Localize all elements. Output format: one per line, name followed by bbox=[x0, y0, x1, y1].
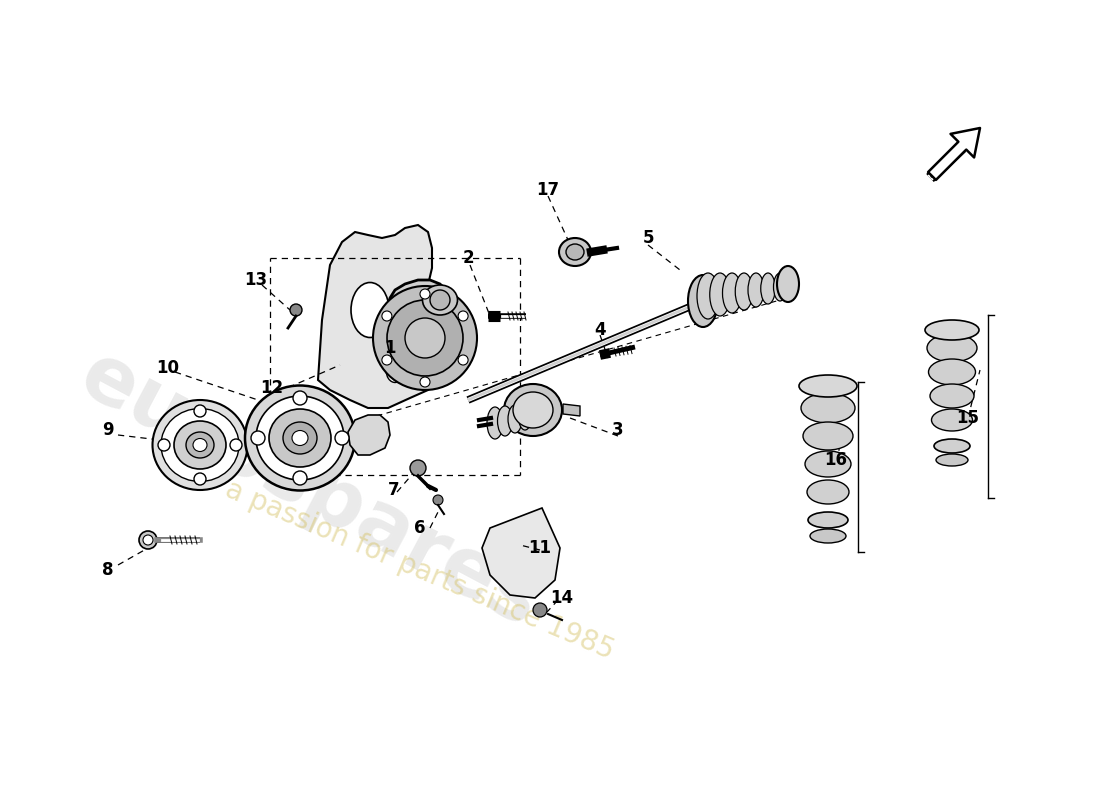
Ellipse shape bbox=[270, 409, 331, 467]
Text: 11: 11 bbox=[528, 539, 551, 557]
Ellipse shape bbox=[351, 282, 389, 338]
Ellipse shape bbox=[161, 409, 239, 482]
Ellipse shape bbox=[256, 396, 344, 480]
Circle shape bbox=[143, 535, 153, 545]
Circle shape bbox=[139, 531, 157, 549]
Polygon shape bbox=[482, 508, 560, 598]
Text: 7: 7 bbox=[388, 481, 399, 499]
Ellipse shape bbox=[566, 244, 584, 260]
Polygon shape bbox=[385, 280, 460, 388]
Circle shape bbox=[420, 377, 430, 387]
Circle shape bbox=[534, 603, 547, 617]
Ellipse shape bbox=[803, 422, 852, 450]
Ellipse shape bbox=[497, 406, 513, 436]
Ellipse shape bbox=[186, 432, 214, 458]
Circle shape bbox=[382, 355, 392, 365]
Circle shape bbox=[405, 318, 446, 358]
Text: 9: 9 bbox=[102, 421, 113, 439]
Circle shape bbox=[458, 311, 469, 321]
Ellipse shape bbox=[245, 386, 355, 490]
Text: 8: 8 bbox=[102, 561, 113, 579]
Ellipse shape bbox=[192, 438, 207, 451]
Ellipse shape bbox=[777, 266, 799, 302]
Circle shape bbox=[293, 391, 307, 405]
Text: 3: 3 bbox=[613, 421, 624, 439]
Circle shape bbox=[433, 495, 443, 505]
Ellipse shape bbox=[735, 273, 752, 310]
Text: 16: 16 bbox=[825, 451, 847, 469]
Circle shape bbox=[420, 289, 430, 299]
Ellipse shape bbox=[559, 238, 591, 266]
Ellipse shape bbox=[710, 273, 730, 316]
Ellipse shape bbox=[688, 275, 718, 327]
Circle shape bbox=[387, 300, 463, 376]
Ellipse shape bbox=[487, 407, 503, 439]
Text: 5: 5 bbox=[642, 229, 653, 247]
Text: 13: 13 bbox=[244, 271, 267, 289]
Ellipse shape bbox=[508, 405, 522, 433]
Text: 17: 17 bbox=[537, 181, 560, 199]
Text: 2: 2 bbox=[462, 249, 474, 267]
Ellipse shape bbox=[529, 403, 541, 427]
Text: 1: 1 bbox=[384, 339, 396, 357]
Circle shape bbox=[293, 471, 307, 485]
Circle shape bbox=[410, 460, 426, 476]
Ellipse shape bbox=[723, 273, 741, 313]
Ellipse shape bbox=[805, 451, 851, 477]
Ellipse shape bbox=[930, 384, 974, 408]
Text: 6: 6 bbox=[415, 519, 426, 537]
Polygon shape bbox=[348, 415, 390, 455]
Text: 12: 12 bbox=[261, 379, 284, 397]
Ellipse shape bbox=[801, 393, 855, 423]
Ellipse shape bbox=[810, 529, 846, 543]
Text: 15: 15 bbox=[957, 409, 979, 427]
Ellipse shape bbox=[934, 439, 970, 453]
Ellipse shape bbox=[422, 285, 458, 315]
Text: 10: 10 bbox=[156, 359, 179, 377]
Circle shape bbox=[430, 290, 450, 310]
Ellipse shape bbox=[386, 358, 404, 382]
Ellipse shape bbox=[697, 273, 719, 319]
Ellipse shape bbox=[927, 334, 977, 362]
Circle shape bbox=[373, 286, 477, 390]
Ellipse shape bbox=[932, 409, 972, 431]
Ellipse shape bbox=[799, 375, 857, 397]
Ellipse shape bbox=[513, 392, 553, 428]
Ellipse shape bbox=[807, 480, 849, 504]
Circle shape bbox=[158, 439, 170, 451]
Ellipse shape bbox=[808, 512, 848, 528]
Text: a passion for parts since 1985: a passion for parts since 1985 bbox=[221, 475, 618, 665]
Polygon shape bbox=[563, 404, 580, 416]
Ellipse shape bbox=[283, 422, 317, 454]
Polygon shape bbox=[318, 225, 440, 408]
Circle shape bbox=[194, 473, 206, 485]
Circle shape bbox=[290, 304, 303, 316]
Circle shape bbox=[230, 439, 242, 451]
Ellipse shape bbox=[928, 359, 976, 385]
Circle shape bbox=[251, 431, 265, 445]
Ellipse shape bbox=[748, 273, 764, 307]
Ellipse shape bbox=[936, 454, 968, 466]
Ellipse shape bbox=[153, 400, 248, 490]
Ellipse shape bbox=[174, 421, 226, 469]
Ellipse shape bbox=[925, 320, 979, 340]
Ellipse shape bbox=[518, 404, 531, 430]
Ellipse shape bbox=[773, 273, 786, 301]
Circle shape bbox=[194, 405, 206, 417]
Circle shape bbox=[336, 431, 349, 445]
Circle shape bbox=[382, 311, 392, 321]
Text: eurospares: eurospares bbox=[67, 336, 553, 644]
Ellipse shape bbox=[761, 273, 776, 304]
Ellipse shape bbox=[504, 384, 562, 436]
Circle shape bbox=[458, 355, 469, 365]
Ellipse shape bbox=[292, 430, 308, 446]
Text: 4: 4 bbox=[594, 321, 606, 339]
Text: 14: 14 bbox=[550, 589, 573, 607]
